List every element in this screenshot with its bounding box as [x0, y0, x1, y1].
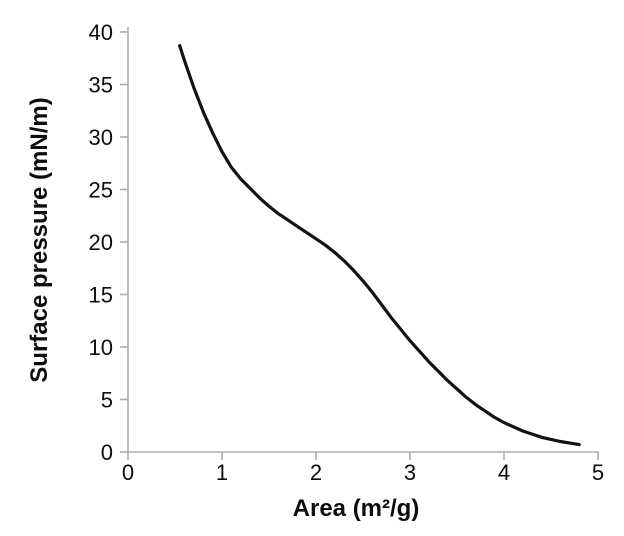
y-tick-label: 30	[89, 125, 113, 150]
y-tick-label: 10	[89, 335, 113, 360]
y-tick-label: 25	[89, 178, 113, 203]
x-tick-label: 5	[592, 460, 604, 485]
x-tick-label: 0	[122, 460, 134, 485]
x-tick-label: 4	[498, 460, 510, 485]
x-tick-label: 3	[404, 460, 416, 485]
y-tick-label: 35	[89, 73, 113, 98]
y-tick-label: 15	[89, 283, 113, 308]
y-tick-label: 0	[101, 440, 113, 465]
x-tick-label: 1	[216, 460, 228, 485]
y-tick-label: 20	[89, 230, 113, 255]
x-axis-title: Area (m²/g)	[292, 495, 420, 522]
surface-pressure-isotherm-curve	[178, 43, 581, 447]
x-tick-label: 2	[310, 460, 322, 485]
y-tick-label: 40	[89, 20, 113, 45]
y-axis-title: Surface pressure (mN/m)	[26, 97, 53, 383]
y-tick-label: 5	[101, 388, 113, 413]
